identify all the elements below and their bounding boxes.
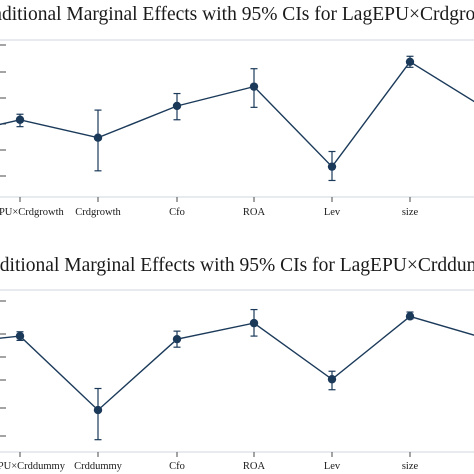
data-point: [405, 57, 415, 66]
data-point: [93, 133, 103, 142]
data-point: [249, 318, 259, 328]
data-point: [172, 101, 182, 111]
y-axis-ticks: [0, 300, 6, 437]
x-tick-label: Lev: [324, 461, 341, 472]
data-point: [249, 82, 259, 91]
data-points: [15, 312, 415, 415]
data-points: [15, 57, 415, 171]
chart-crddummy: Conditional Marginal Effects with 95% CI…: [0, 255, 474, 472]
data-point: [327, 162, 337, 171]
x-tick-label: size: [402, 207, 419, 218]
data-point: [15, 115, 25, 124]
x-axis-ticks: [19, 452, 411, 457]
series-line: [0, 315, 474, 412]
data-point: [93, 405, 103, 415]
plot-area: [0, 39, 474, 198]
data-point: [327, 375, 337, 384]
x-tick-labels: LagEPU×Crdgrowth Crdgrowth Cfo ROA Lev size: [0, 207, 418, 218]
chart-title: Conditional Marginal Effects with 95% CI…: [0, 255, 474, 276]
x-tick-label: size: [402, 461, 419, 472]
x-tick-labels: LagEPU×Crddummy Crddummy Cfo ROA Lev size: [0, 461, 418, 472]
chart-crdgrowth: Conditional Marginal Effects with 95% CI…: [0, 4, 474, 218]
x-tick-label: Crdgrowth: [75, 207, 121, 218]
x-tick-label: Cfo: [169, 207, 185, 218]
data-point: [172, 334, 182, 344]
x-tick-label: LagEPU×Crdgrowth: [0, 207, 65, 218]
x-tick-label: ROA: [243, 461, 266, 472]
x-tick-label: Crddummy: [74, 461, 123, 472]
data-point: [405, 312, 415, 321]
x-tick-label: LagEPU×Crddummy: [0, 461, 66, 472]
series-line: [0, 60, 474, 168]
x-tick-label: Lev: [324, 207, 341, 218]
x-axis-ticks: [19, 197, 411, 202]
data-point: [15, 331, 25, 341]
chart-title: Conditional Marginal Effects with 95% CI…: [0, 4, 474, 25]
plot-area: [0, 289, 474, 453]
x-tick-label: ROA: [243, 207, 266, 218]
x-tick-label: Cfo: [169, 461, 185, 472]
